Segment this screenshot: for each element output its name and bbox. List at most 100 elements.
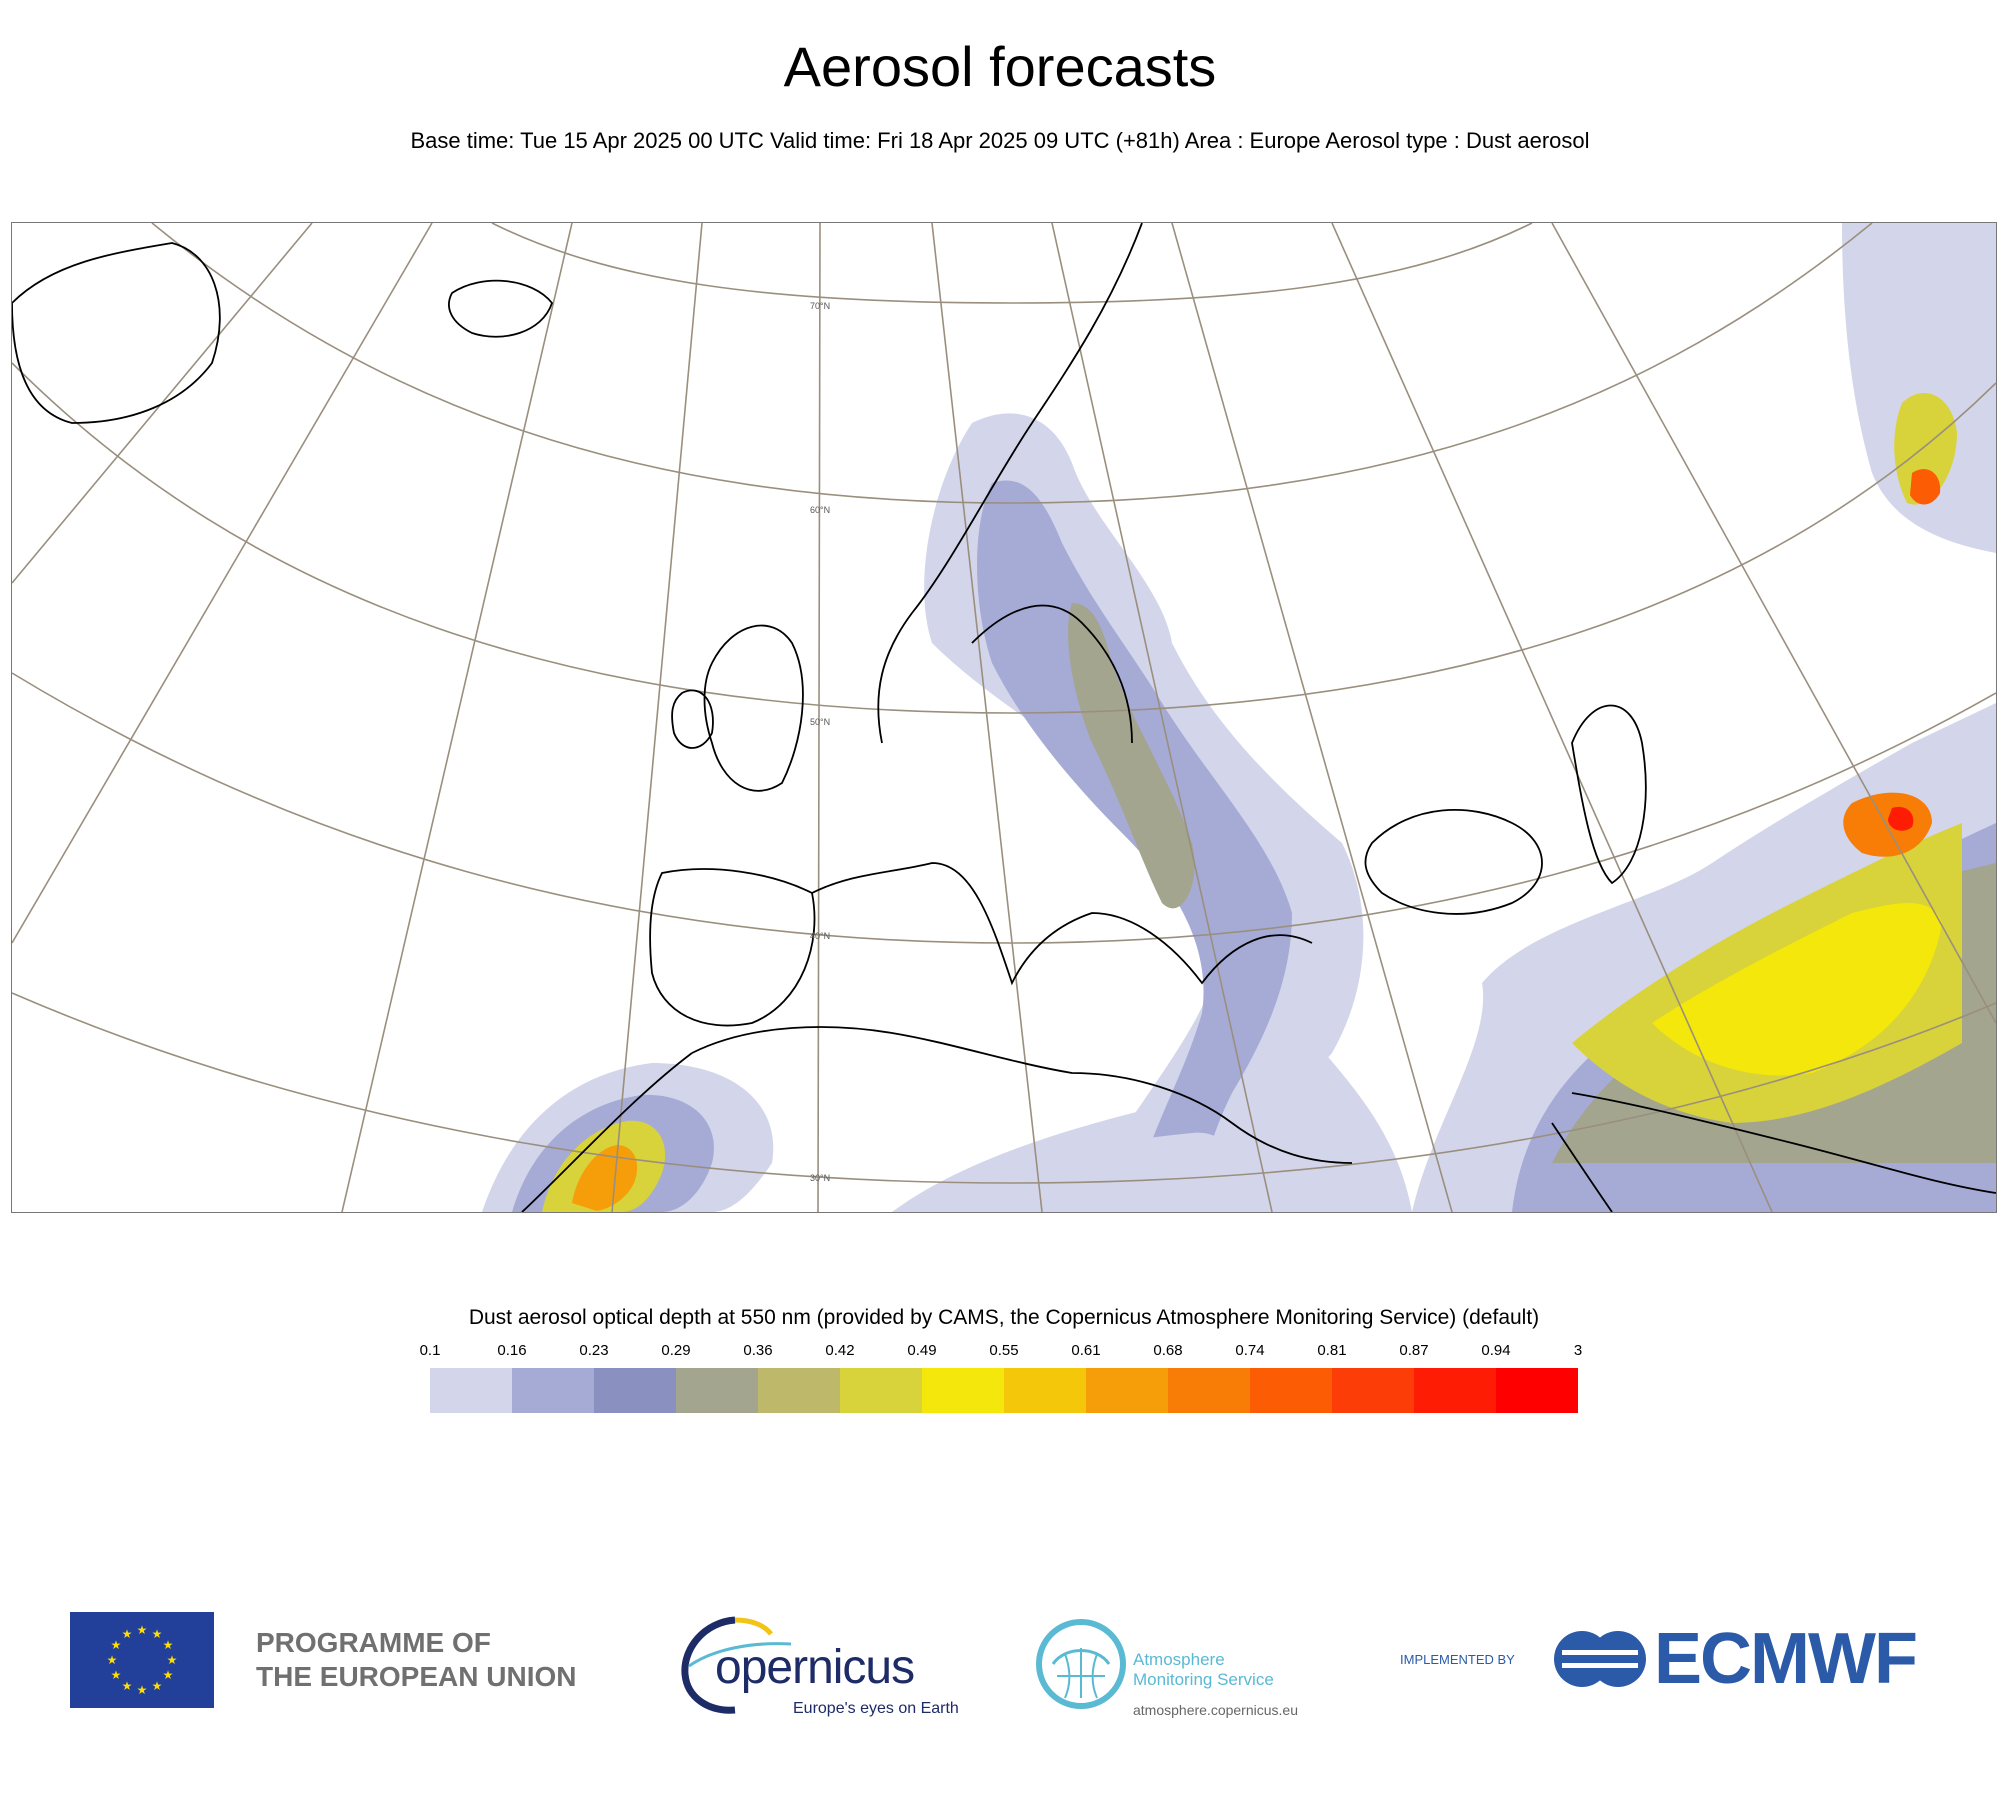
lat-label-70: 70°N bbox=[810, 301, 830, 311]
legend-tick-label: 0.36 bbox=[743, 1342, 773, 1359]
legend-color-11 bbox=[1250, 1368, 1332, 1413]
legend-tick-label: 0.29 bbox=[661, 1342, 691, 1359]
graticule bbox=[12, 223, 1996, 1212]
forecast-map[interactable]: 70°N 60°N 50°N 40°N 30°N bbox=[11, 222, 1997, 1213]
coast-north-africa bbox=[691, 1026, 1353, 1164]
eu-star-icon: ★ bbox=[137, 1623, 148, 1637]
eu-star-icon: ★ bbox=[163, 1638, 174, 1652]
parallel-30n bbox=[12, 992, 1996, 1184]
eu-star-icon: ★ bbox=[137, 1683, 148, 1697]
meridian-w30 bbox=[12, 223, 433, 944]
dust-field-central-level-2 bbox=[977, 480, 1292, 1212]
coast-caspian bbox=[1571, 704, 1647, 885]
legend-tick-labels: 0.1 0.16 0.23 0.29 0.36 0.42 0.49 0.55 0.61 0.68 0… bbox=[420, 1342, 1583, 1362]
dust-field-ne-level-11 bbox=[1910, 469, 1941, 505]
coast-europe-south bbox=[811, 862, 1313, 986]
meridian-e10 bbox=[931, 223, 1043, 1212]
eu-flag-logo: ★ ★ ★ ★ ★ ★ ★ ★ ★ ★ ★ ★ bbox=[70, 1612, 214, 1708]
legend-tick-label: 0.23 bbox=[579, 1342, 609, 1359]
meridian-0 bbox=[817, 223, 821, 1212]
legend-tick-label: 3 bbox=[1573, 1342, 1583, 1359]
legend-color-1 bbox=[430, 1368, 512, 1413]
meridian-w40 bbox=[12, 223, 313, 584]
dust-field-layer bbox=[482, 223, 1996, 1212]
coast-red-sea bbox=[1551, 1122, 1613, 1212]
legend-color-14 bbox=[1496, 1368, 1578, 1413]
legend-color-5 bbox=[758, 1368, 840, 1413]
legend-color-13 bbox=[1414, 1368, 1496, 1413]
legend-color-7 bbox=[922, 1368, 1004, 1413]
copernicus-wordmark: opernicus bbox=[715, 1641, 915, 1694]
latitude-labels: 70°N 60°N 50°N 40°N 30°N bbox=[810, 301, 830, 1183]
implemented-by-label: IMPLEMENTED BY bbox=[1400, 1652, 1515, 1667]
legend-tick-label: 0.81 bbox=[1317, 1342, 1347, 1359]
cams-url: atmosphere.copernicus.eu bbox=[1133, 1702, 1298, 1718]
legend-color-10 bbox=[1168, 1368, 1250, 1413]
legend-title: Dust aerosol optical depth at 550 nm (pr… bbox=[468, 1306, 1540, 1329]
legend-color-12 bbox=[1332, 1368, 1414, 1413]
map-canvas: 70°N 60°N 50°N 40°N 30°N bbox=[12, 223, 1996, 1212]
eu-star-icon: ★ bbox=[122, 1679, 133, 1693]
lat-label-30: 30°N bbox=[810, 1173, 830, 1183]
cams-globe-icon bbox=[1036, 1619, 1126, 1709]
ecmwf-symbol-icon bbox=[1554, 1631, 1646, 1687]
legend-tick-label: 0.55 bbox=[989, 1342, 1019, 1359]
lat-label-40: 40°N bbox=[810, 931, 830, 941]
parallel-70n bbox=[491, 223, 1533, 304]
legend-color-bar bbox=[430, 1368, 1578, 1413]
eu-star-icon: ★ bbox=[163, 1668, 174, 1682]
lat-label-50: 50°N bbox=[810, 717, 830, 727]
dust-field-ne-level-1 bbox=[1842, 223, 1996, 553]
legend-tick-label: 0.87 bbox=[1399, 1342, 1429, 1359]
dust-field-level-7 bbox=[1652, 903, 1942, 1076]
meridian-e40 bbox=[1331, 223, 1773, 1212]
legend-tick-label: 0.61 bbox=[1071, 1342, 1101, 1359]
coastlines bbox=[12, 223, 1996, 1212]
ecmwf-wordmark: ECMWF bbox=[1654, 1619, 1918, 1699]
coast-iberia bbox=[649, 868, 816, 1027]
dust-field-level-13 bbox=[1888, 806, 1914, 831]
cams-name: Atmosphere Monitoring Service bbox=[1133, 1650, 1274, 1689]
meridian-e30 bbox=[1171, 223, 1453, 1212]
coast-arabia bbox=[1571, 1092, 1996, 1194]
legend-tick-label: 0.16 bbox=[497, 1342, 527, 1359]
dust-field-sw-level-9 bbox=[572, 1145, 638, 1211]
legend-color-2 bbox=[512, 1368, 594, 1413]
legend-tick-label: 0.1 bbox=[419, 1342, 441, 1359]
meridian-e50 bbox=[1551, 223, 1996, 1024]
coast-baltic bbox=[971, 604, 1133, 744]
dust-field-ne-level-6 bbox=[1894, 393, 1957, 505]
copernicus-tagline: Europe's eyes on Earth bbox=[793, 1700, 959, 1717]
eu-star-icon: ★ bbox=[111, 1638, 122, 1652]
meridian-w20 bbox=[341, 223, 573, 1212]
page-title: Aerosol forecasts bbox=[783, 35, 1217, 98]
coast-black-sea bbox=[1364, 809, 1543, 915]
coast-greenland bbox=[12, 242, 221, 424]
eu-star-icon: ★ bbox=[152, 1679, 163, 1693]
legend-tick-label: 0.94 bbox=[1481, 1342, 1511, 1359]
coast-west-africa bbox=[521, 1052, 693, 1212]
eu-star-icon: ★ bbox=[111, 1668, 122, 1682]
forecast-subtitle: Base time: Tue 15 Apr 2025 00 UTC Valid … bbox=[410, 128, 1590, 153]
eu-star-icon: ★ bbox=[152, 1627, 163, 1641]
legend-tick-label: 0.49 bbox=[907, 1342, 937, 1359]
coast-iceland bbox=[448, 279, 554, 338]
meridian-w10 bbox=[611, 223, 703, 1212]
eu-star-icon: ★ bbox=[107, 1653, 118, 1667]
dust-field-central-level-4 bbox=[1068, 603, 1195, 909]
coast-british-isles bbox=[703, 624, 804, 792]
dust-field-level-10 bbox=[1843, 792, 1932, 857]
legend-color-8 bbox=[1004, 1368, 1086, 1413]
copernicus-logo: opernicus Europe's eyes on Earth bbox=[675, 1608, 965, 1718]
eu-star-icon: ★ bbox=[167, 1653, 178, 1667]
footer-logos: ★ ★ ★ ★ ★ ★ ★ ★ ★ ★ ★ ★ PROGRAMME OF THE EUROPEAN U… bbox=[0, 1600, 2000, 1720]
parallel-60n bbox=[151, 223, 1873, 504]
legend-color-3 bbox=[594, 1368, 676, 1413]
legend-color-9 bbox=[1086, 1368, 1168, 1413]
legend-color-6 bbox=[840, 1368, 922, 1413]
legend-tick-label: 0.42 bbox=[825, 1342, 855, 1359]
cams-logo: Atmosphere Monitoring Service atmosphere… bbox=[1035, 1610, 1365, 1720]
dust-field-south-level-1 bbox=[912, 1132, 1252, 1212]
meridian-e20 bbox=[1051, 223, 1273, 1212]
eu-star-icon: ★ bbox=[122, 1627, 133, 1641]
